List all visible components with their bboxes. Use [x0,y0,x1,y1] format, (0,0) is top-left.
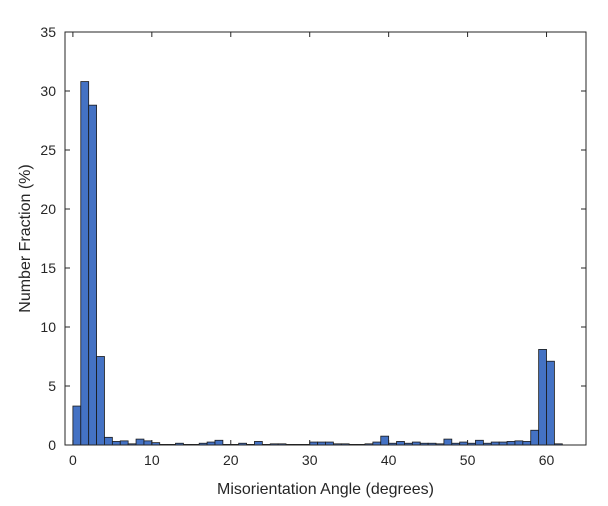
histogram-bar [96,356,105,446]
histogram-bar [380,435,390,446]
plot-frame [64,31,587,446]
histogram-bar [111,441,121,446]
histogram-bar [214,439,224,446]
y-tick-label: 20 [40,201,56,217]
x-tick-label: 10 [144,452,160,468]
histogram-bar [475,439,484,446]
x-axis-label: Misorientation Angle (degrees) [217,481,434,498]
x-tick-label: 50 [460,452,476,468]
x-tick-label: 0 [69,452,77,468]
histogram-bar [443,438,453,446]
histogram-bar [530,429,540,446]
histogram-bar [546,360,555,446]
histogram-bar [135,438,145,446]
histogram-bar [80,81,90,446]
x-tick-label: 40 [381,452,397,468]
histogram-bar [88,104,97,446]
y-tick-label: 10 [40,319,56,335]
histogram-bar [119,440,129,446]
y-tick-label: 0 [48,437,56,453]
y-tick-label: 35 [40,24,56,40]
plot-background [65,32,586,445]
x-ticks-group: 0 10 20 30 40 50 60 [69,32,555,468]
histogram-bar [143,440,153,446]
histogram-bar [254,441,263,446]
histogram-bar [506,441,516,446]
y-tick-label: 5 [48,378,56,394]
x-tick-label: 20 [223,452,239,468]
histogram-bar [396,441,405,446]
x-tick-label: 30 [302,452,318,468]
y-ticks-group: 0 5 10 15 20 25 30 35 [40,24,586,453]
histogram-bar [104,436,113,446]
y-axis-label: Number Fraction (%) [17,164,34,312]
histogram-bar [514,440,524,446]
histogram-bar [538,349,547,446]
bars-group [72,81,563,446]
x-tick-label: 60 [539,452,555,468]
y-tick-label: 30 [40,83,56,99]
y-tick-label: 15 [40,260,56,276]
histogram-bar [522,441,532,446]
histogram-bar [72,405,82,446]
y-tick-label: 25 [40,142,56,158]
